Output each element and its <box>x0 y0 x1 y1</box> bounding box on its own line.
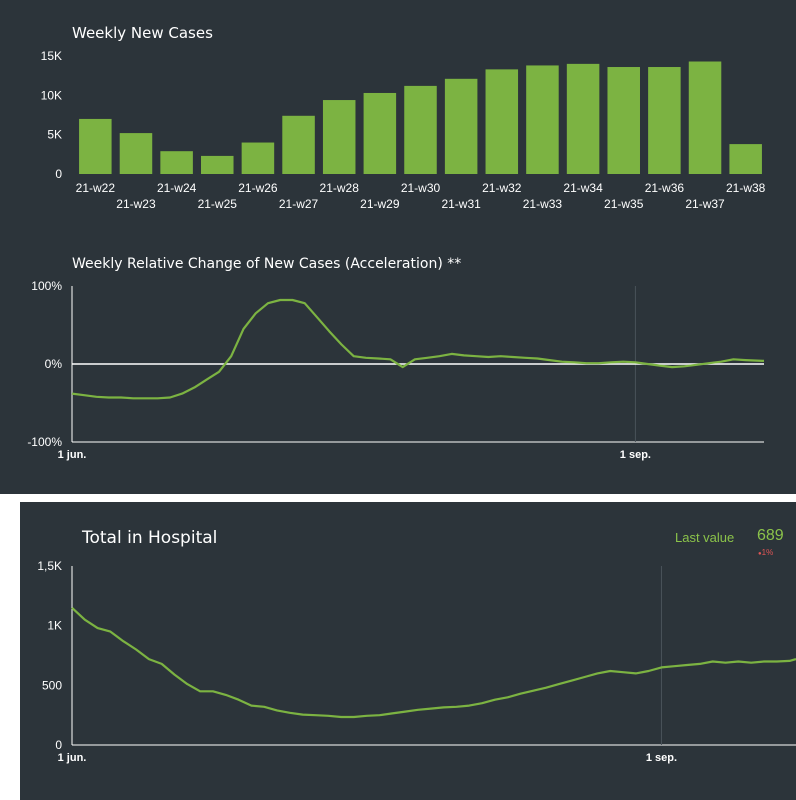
y-tick-label: 1,5K <box>37 559 62 573</box>
bar <box>322 100 356 174</box>
x-tick-label: 21-w25 <box>198 197 238 211</box>
x-tick-label: 21-w24 <box>157 181 197 195</box>
x-tick-label: 1 jun. <box>58 752 87 764</box>
x-tick-label: 21-w35 <box>604 197 644 211</box>
x-tick-label: 21-w26 <box>238 181 278 195</box>
acceleration-chart: 1 jun. 1 sep. -100% 0% 100% <box>27 279 765 461</box>
bar <box>526 65 559 174</box>
acceleration-title: Weekly Relative Change of New Cases (Acc… <box>72 256 462 272</box>
bar <box>688 61 722 174</box>
bar <box>566 63 600 174</box>
y-tick-label: 0% <box>45 357 63 371</box>
last-value: 689 <box>757 527 784 544</box>
last-value-delta: 1% <box>758 548 774 557</box>
hospital-chart: 1 jun. 1 sep. 0 500 1K 1,5K <box>37 559 796 764</box>
bar <box>79 118 112 174</box>
x-tick-label: 21-w23 <box>116 197 156 211</box>
x-tick-label: 1 sep. <box>620 449 651 461</box>
bar <box>119 133 153 174</box>
y-tick-label: 5K <box>47 128 62 142</box>
y-tick-label: 15K <box>41 49 62 63</box>
weekly-new-cases-title: Weekly New Cases <box>72 24 213 42</box>
x-tick-label: 21-w22 <box>76 181 116 195</box>
x-tick-label: 21-w28 <box>320 181 360 195</box>
y-tick-label: 500 <box>42 678 62 692</box>
top-panel: Weekly New Cases 0 5K 10K 15K 21-w22 21-w23 21… <box>0 0 796 494</box>
bar <box>648 67 681 174</box>
x-tick-label: 21-w37 <box>685 197 725 211</box>
x-tick-label: 21-w32 <box>482 181 522 195</box>
bar <box>607 67 640 174</box>
y-tick-label: 0 <box>55 167 62 181</box>
x-tick-label: 21-w33 <box>523 197 563 211</box>
y-tick-label: 10K <box>41 88 62 102</box>
bottom-panel: Total in Hospital Last value 689 1% 1 ju… <box>20 502 796 800</box>
hospital-title: Total in Hospital <box>82 528 218 548</box>
x-tick-label: 21-w30 <box>401 181 441 195</box>
x-tick-label: 21-w34 <box>563 181 603 195</box>
bar <box>282 115 315 174</box>
bar <box>241 142 275 174</box>
x-tick-label: 21-w31 <box>441 197 481 211</box>
bar <box>404 85 437 174</box>
x-tick-label: 1 sep. <box>646 752 677 764</box>
y-tick-label: 0 <box>55 738 62 752</box>
series-line <box>71 298 765 400</box>
x-tick-label: 21-w27 <box>279 197 319 211</box>
bar <box>444 78 478 174</box>
weekly-new-cases-chart: 05K10K15K21-w2221-w2321-w2421-w2521-w262… <box>41 49 766 211</box>
bar <box>363 92 397 174</box>
bar <box>160 151 193 174</box>
y-tick-label: 1K <box>47 619 62 633</box>
series-line <box>71 606 796 719</box>
x-tick-label: 21-w38 <box>726 181 766 195</box>
last-value-label: Last value <box>675 530 735 545</box>
y-tick-label: -100% <box>27 435 62 449</box>
x-tick-label: 21-w29 <box>360 197 400 211</box>
bar <box>485 69 519 174</box>
x-tick-label: 1 jun. <box>58 449 87 461</box>
bar <box>729 144 762 174</box>
y-tick-label: 100% <box>31 279 62 293</box>
bar <box>201 155 234 174</box>
x-tick-label: 21-w36 <box>645 181 685 195</box>
